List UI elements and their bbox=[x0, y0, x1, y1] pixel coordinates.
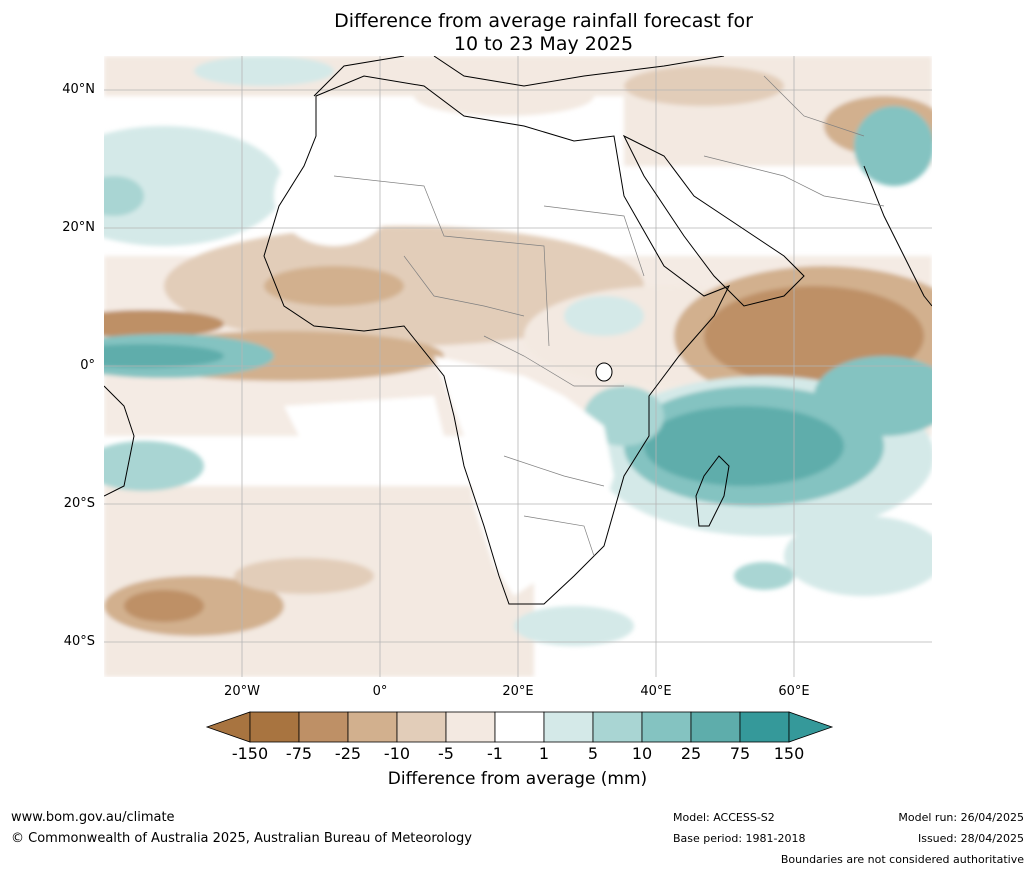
colorbar-segment bbox=[347, 711, 398, 743]
colorbar-tick-label: 150 bbox=[773, 744, 805, 763]
model-text: Model: ACCESS-S2 bbox=[673, 811, 775, 824]
coastlines bbox=[104, 56, 932, 605]
legend-title: Difference from average (mm) bbox=[387, 769, 648, 789]
arabia-coastline bbox=[622, 134, 805, 307]
india-coastline bbox=[863, 165, 932, 307]
colorbar-segment bbox=[690, 711, 741, 743]
colorbar-tick-label: -10 bbox=[383, 744, 411, 763]
colorbar-tick-label: -75 bbox=[285, 744, 313, 763]
base-period-text: Base period: 1981-2018 bbox=[673, 832, 806, 845]
colorbar-segment bbox=[543, 711, 594, 743]
colorbar-tick-label: -1 bbox=[487, 744, 503, 763]
lon-label-40e: 40°E bbox=[640, 684, 672, 699]
lat-label-40s: 40°S bbox=[63, 634, 95, 649]
disclaimer-text: Boundaries are not considered authoritat… bbox=[780, 853, 1024, 866]
lon-label-20e: 20°E bbox=[502, 684, 534, 699]
map-title: Difference from average rainfall forecas… bbox=[0, 10, 1035, 56]
website-text: www.bom.gov.au/climate bbox=[11, 810, 175, 825]
map-canvas bbox=[104, 56, 932, 677]
lat-label-20n: 20°N bbox=[62, 220, 95, 235]
title-line-1: Difference from average rainfall forecas… bbox=[334, 10, 753, 32]
colorbar-segment bbox=[249, 711, 300, 743]
copyright-text: © Commonwealth of Australia 2025, Austra… bbox=[11, 831, 472, 846]
colorbar-segment bbox=[494, 711, 545, 743]
lon-label-20w: 20°W bbox=[224, 684, 260, 699]
lat-label-20s: 20°S bbox=[63, 496, 95, 511]
lon-label-0: 0° bbox=[372, 684, 388, 699]
colorbar-segment bbox=[592, 711, 643, 743]
south-america-coastline bbox=[104, 385, 135, 497]
issued-text: Issued: 28/04/2025 bbox=[917, 832, 1024, 845]
colorbar-segment bbox=[739, 711, 790, 743]
rainfall-anomaly-map bbox=[104, 56, 932, 677]
colorbar-tick-label: -5 bbox=[438, 744, 454, 763]
model-run-text: Model run: 26/04/2025 bbox=[898, 811, 1024, 824]
colorbar-segment bbox=[298, 711, 349, 743]
colorbar-tick-label: 75 bbox=[729, 744, 751, 763]
colorbar-tick-label: 25 bbox=[680, 744, 702, 763]
colorbar-tick-label: -25 bbox=[334, 744, 362, 763]
lat-label-40n: 40°N bbox=[62, 82, 95, 97]
colorbar-segment bbox=[445, 711, 496, 743]
country-borders bbox=[333, 75, 885, 557]
africa-coastline bbox=[263, 75, 731, 605]
title-line-2: 10 to 23 May 2025 bbox=[453, 33, 634, 55]
lon-label-60e: 60°E bbox=[778, 684, 810, 699]
colorbar-tick-label: 5 bbox=[587, 744, 599, 763]
colorbar-extend-low bbox=[205, 711, 251, 743]
colorbar-segment bbox=[396, 711, 447, 743]
lake-victoria bbox=[595, 362, 613, 382]
colorbar bbox=[205, 711, 834, 743]
colorbar-tick-label: 1 bbox=[538, 744, 550, 763]
madagascar-coastline bbox=[695, 455, 730, 527]
colorbar-tick-label: 10 bbox=[631, 744, 653, 763]
colorbar-tick-label: -150 bbox=[231, 744, 269, 763]
graticule bbox=[104, 56, 932, 677]
colorbar-extend-high bbox=[788, 711, 834, 743]
colorbar-segment bbox=[641, 711, 692, 743]
europe-coastline bbox=[313, 56, 725, 97]
lat-label-0: 0° bbox=[80, 358, 95, 373]
